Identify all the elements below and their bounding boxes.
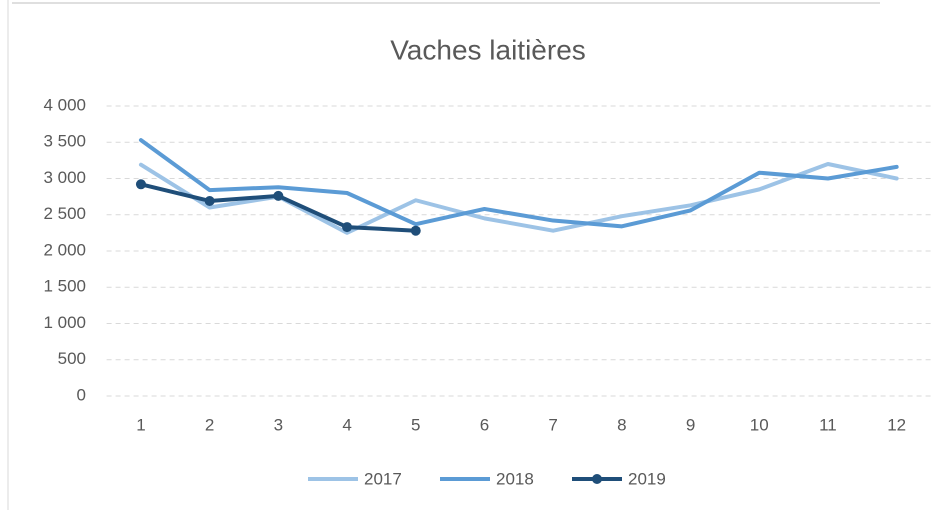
x-tick-label: 12 — [887, 415, 906, 434]
y-tick-label: 1 000 — [43, 313, 86, 332]
legend-label: 2017 — [364, 469, 402, 488]
y-tick-label: 1 500 — [43, 277, 86, 296]
x-tick-label: 10 — [750, 415, 769, 434]
y-tick-label: 2 500 — [43, 204, 86, 223]
y-tick-label: 4 000 — [43, 95, 86, 114]
y-tick-label: 3 000 — [43, 168, 86, 187]
x-tick-label: 1 — [136, 415, 145, 434]
y-tick-label: 3 500 — [43, 132, 86, 151]
y-tick-label: 0 — [77, 385, 86, 404]
x-tick-label: 9 — [686, 415, 695, 434]
series-marker — [135, 179, 146, 190]
series-line — [138, 138, 899, 229]
legend-label: 2019 — [628, 469, 666, 488]
series-marker — [204, 195, 215, 206]
x-tick-label: 2 — [205, 415, 214, 434]
series-marker — [342, 222, 353, 233]
x-tick-label: 3 — [274, 415, 283, 434]
chart-title: Vaches laitières — [390, 34, 586, 65]
series-marker — [410, 225, 421, 236]
y-tick-label: 500 — [58, 349, 86, 368]
x-tick-label: 5 — [411, 415, 420, 434]
x-tick-label: 6 — [480, 415, 489, 434]
x-tick-label: 7 — [548, 415, 557, 434]
series-marker — [273, 190, 284, 201]
legend-marker — [592, 474, 602, 484]
x-tick-label: 8 — [617, 415, 626, 434]
x-tick-label: 4 — [342, 415, 351, 434]
y-tick-label: 2 000 — [43, 240, 86, 259]
x-tick-label: 11 — [819, 415, 837, 434]
legend-label: 2018 — [496, 469, 534, 488]
